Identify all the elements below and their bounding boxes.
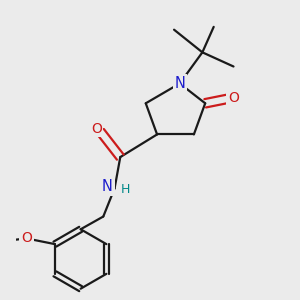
Text: O: O: [228, 91, 239, 105]
Text: H: H: [121, 183, 130, 196]
Text: O: O: [21, 232, 32, 245]
Text: N: N: [174, 76, 185, 91]
Text: O: O: [91, 122, 102, 136]
Text: N: N: [102, 179, 113, 194]
